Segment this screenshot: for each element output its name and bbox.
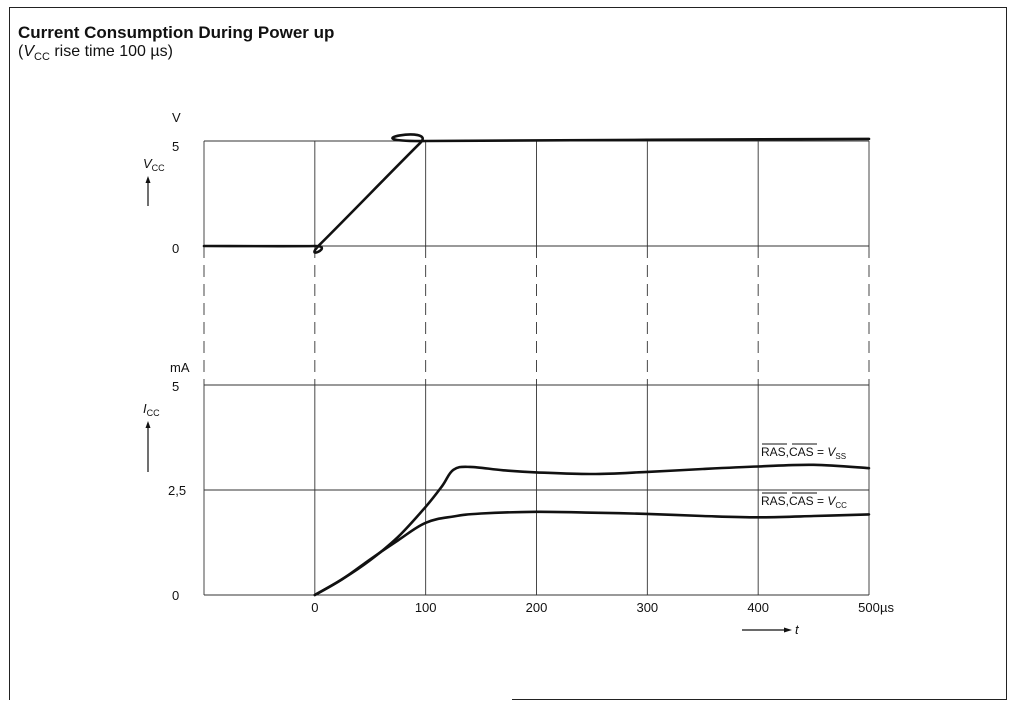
subtitle-rest: rise time 100 µs)	[49, 43, 173, 60]
bottom-ylabel-sub: CC	[147, 408, 160, 418]
series-label-vcc: RAS,CAS = VCC	[761, 494, 847, 510]
x-unit-label: µs	[880, 600, 894, 615]
series-label-vss-sub: SS	[835, 452, 846, 461]
x-tick-100: 100	[415, 600, 437, 615]
subtitle-open: (	[18, 43, 24, 60]
bottom-rule	[512, 699, 1007, 700]
x-arrowhead	[784, 627, 792, 633]
icc-curve-ras-cas-vss	[313, 463, 871, 597]
bottom-unit-label: mA	[170, 360, 190, 375]
series-label-vcc-symbol: V	[827, 494, 836, 508]
bottom-ylabel-symbol: I	[143, 401, 147, 416]
series-lines	[202, 133, 871, 597]
series-label-vss-symbol: V	[827, 445, 836, 459]
chart-title: Current Consumption During Power up	[18, 23, 335, 42]
series-label-vss-main: RAS,CAS	[761, 445, 814, 459]
chart-subtitle: (VCC rise time 100 µs)	[18, 43, 173, 63]
series-label-vss-eq: =	[814, 445, 828, 459]
top-ylabel-symbol: V	[143, 156, 153, 171]
x-tick-500: 500	[858, 600, 880, 615]
x-tick-300: 300	[636, 600, 658, 615]
series-label-vcc-eq: =	[814, 494, 828, 508]
top-ylabel: VCC	[143, 156, 165, 173]
x-tick-400: 400	[747, 600, 769, 615]
vcc-voltage-curve	[202, 133, 871, 254]
x-tick-labels: 0 100 200 300 400 500	[311, 600, 880, 615]
top-ylabel-sub: CC	[152, 163, 165, 173]
bottom-ylabel: ICC	[143, 401, 160, 418]
subtitle-symbol-sub: CC	[34, 51, 50, 64]
series-label-vss: RAS,CAS = VSS	[761, 445, 846, 461]
top-ylabel-arrowhead	[145, 176, 151, 183]
icc-curve-ras-cas-vcc	[313, 510, 871, 597]
bottom-ytick-5: 5	[172, 379, 179, 394]
grid	[203, 140, 870, 596]
top-unit-label: V	[172, 110, 181, 125]
top-ytick-0: 0	[172, 241, 179, 256]
figure-frame	[9, 7, 1007, 700]
bottom-ytick-2-5: 2,5	[168, 483, 186, 498]
bottom-ytick-0: 0	[172, 588, 179, 603]
series-label-vcc-sub: CC	[835, 501, 847, 510]
x-tick-200: 200	[526, 600, 548, 615]
x-label: t	[795, 622, 800, 637]
subtitle-symbol: V	[23, 43, 34, 60]
bottom-ylabel-arrowhead	[145, 421, 151, 428]
series-label-vcc-main: RAS,CAS	[761, 494, 814, 508]
x-tick-0: 0	[311, 600, 318, 615]
top-ytick-5: 5	[172, 139, 179, 154]
